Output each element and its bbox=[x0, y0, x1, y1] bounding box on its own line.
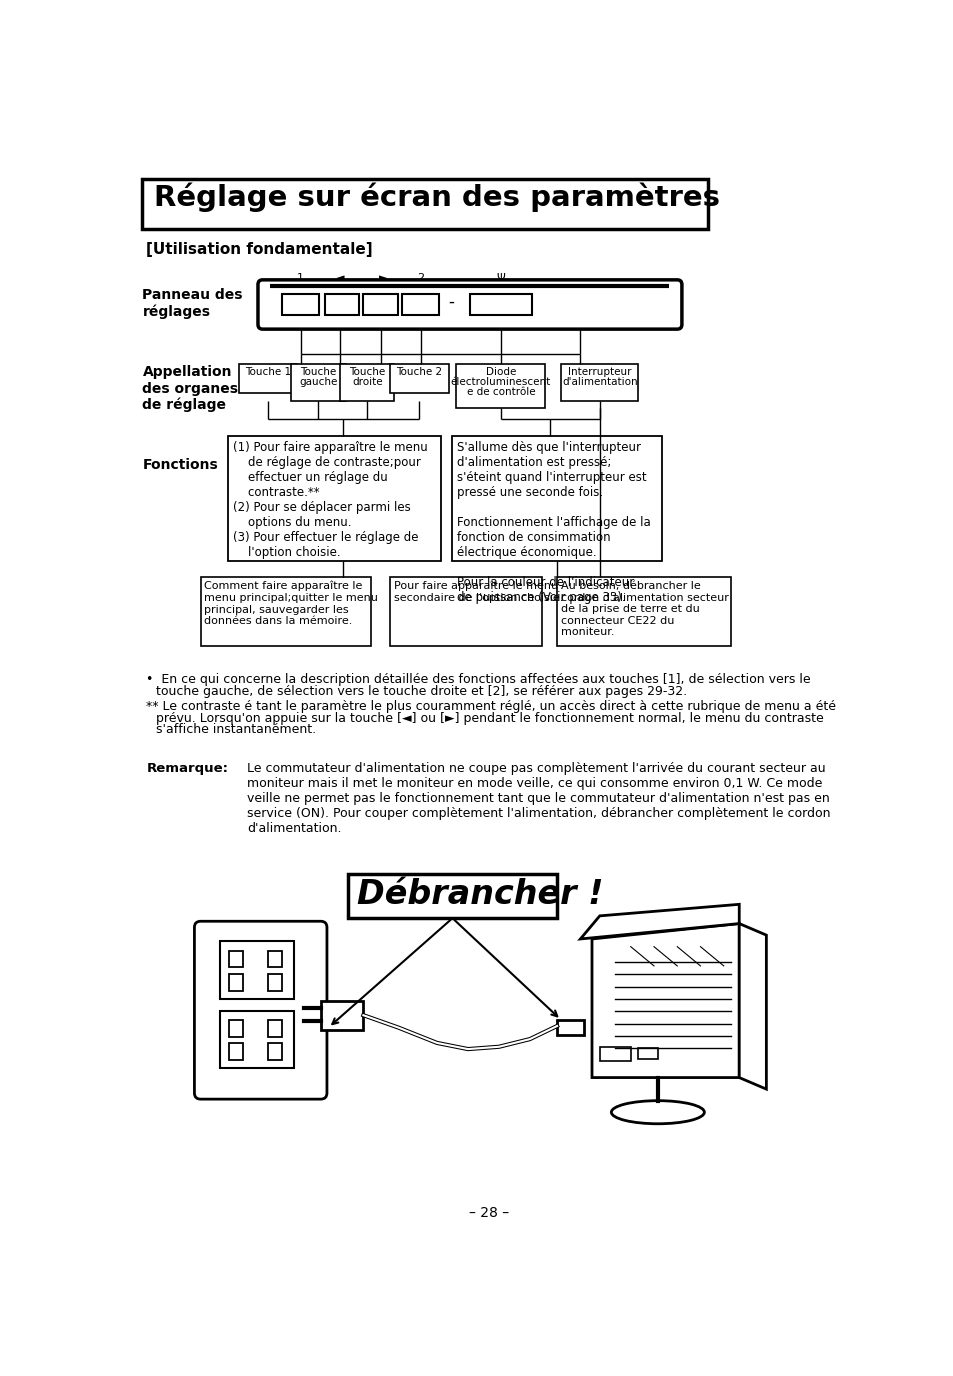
Bar bbox=[402, 293, 439, 315]
Bar bbox=[268, 974, 282, 991]
Text: Ψ: Ψ bbox=[496, 272, 504, 283]
Text: touche gauche, de sélection vers le touche droite et [2], se référer aux pages 2: touche gauche, de sélection vers le touc… bbox=[156, 685, 687, 698]
FancyBboxPatch shape bbox=[194, 922, 327, 1099]
Text: ◄: ◄ bbox=[335, 272, 344, 283]
Text: Réglage sur écran des paramètres: Réglage sur écran des paramètres bbox=[154, 182, 720, 212]
Bar bbox=[220, 941, 294, 999]
Ellipse shape bbox=[611, 1101, 703, 1124]
Polygon shape bbox=[592, 923, 739, 1077]
Bar bbox=[452, 436, 661, 561]
Bar bbox=[282, 293, 319, 315]
Bar bbox=[456, 363, 545, 409]
Text: Appellation
des organes
de réglage: Appellation des organes de réglage bbox=[142, 365, 238, 413]
Bar bbox=[229, 1043, 243, 1060]
Text: Diode: Diode bbox=[485, 367, 516, 377]
Bar bbox=[390, 363, 448, 394]
Bar bbox=[239, 363, 297, 394]
Text: S'allume dès que l'interrupteur
d'alimentation est pressé;
s'éteint quand l'inte: S'allume dès que l'interrupteur d'alimen… bbox=[456, 440, 650, 604]
Polygon shape bbox=[579, 904, 739, 938]
Bar bbox=[291, 363, 345, 400]
Text: ** Le contraste é tant le paramètre le plus couramment réglé, un accès direct à : ** Le contraste é tant le paramètre le p… bbox=[146, 700, 836, 713]
Bar bbox=[560, 363, 638, 400]
Bar bbox=[469, 293, 531, 315]
Bar bbox=[200, 577, 371, 647]
Text: Pour faire apparaître le menu
secondaire de l'option choisie.: Pour faire apparaître le menu secondaire… bbox=[394, 581, 563, 603]
Bar bbox=[363, 293, 397, 315]
Bar bbox=[320, 1000, 363, 1029]
Text: [Utilisation fondamentale]: [Utilisation fondamentale] bbox=[146, 242, 373, 257]
Text: Panneau des
réglages: Panneau des réglages bbox=[142, 289, 243, 319]
Bar bbox=[228, 436, 440, 561]
Bar bbox=[268, 1020, 282, 1036]
Bar bbox=[638, 1049, 658, 1060]
Text: – 28 –: – 28 – bbox=[468, 1207, 509, 1221]
Bar bbox=[229, 974, 243, 991]
Text: (1) Pour faire apparaître le menu
    de réglage de contraste;pour
    effectuer: (1) Pour faire apparaître le menu de rég… bbox=[233, 440, 428, 559]
Bar bbox=[268, 1043, 282, 1060]
Text: 2: 2 bbox=[416, 272, 424, 283]
Text: Touche: Touche bbox=[349, 367, 385, 377]
Bar bbox=[557, 1020, 583, 1035]
Text: prévu. Lorsqu'on appuie sur la touche [◄] ou [►] pendant le fonctionnement norma: prévu. Lorsqu'on appuie sur la touche [◄… bbox=[156, 711, 823, 725]
Bar bbox=[557, 577, 731, 647]
Text: Au besoin, débrancher le
cordon d'alimentation secteur
de la prise de terre et d: Au besoin, débrancher le cordon d'alimen… bbox=[560, 581, 728, 637]
Polygon shape bbox=[739, 923, 765, 1090]
Text: ►: ► bbox=[378, 272, 387, 283]
Text: d'alimentation: d'alimentation bbox=[561, 377, 637, 387]
Bar bbox=[142, 179, 707, 228]
Text: -: - bbox=[448, 293, 454, 311]
FancyBboxPatch shape bbox=[257, 279, 681, 329]
Text: Le commutateur d'alimentation ne coupe pas complètement l'arrivée du courant sec: Le commutateur d'alimentation ne coupe p… bbox=[247, 762, 830, 835]
Bar bbox=[268, 951, 282, 967]
Text: Comment faire apparaître le
menu principal;quitter le menu
principal, sauvegarde: Comment faire apparaître le menu princip… bbox=[204, 581, 378, 626]
Text: Débrancher !: Débrancher ! bbox=[356, 878, 603, 911]
Bar bbox=[220, 1010, 294, 1068]
Bar bbox=[390, 577, 541, 647]
Bar bbox=[324, 293, 359, 315]
Text: s'affiche instantanément.: s'affiche instantanément. bbox=[156, 724, 316, 736]
Bar bbox=[229, 1020, 243, 1036]
Bar bbox=[229, 951, 243, 967]
Text: droite: droite bbox=[352, 377, 382, 387]
Text: gauche: gauche bbox=[299, 377, 337, 387]
Bar bbox=[599, 1047, 630, 1061]
Text: électroluminescent: électroluminescent bbox=[451, 377, 551, 387]
Bar bbox=[340, 363, 394, 400]
Text: Touche 1: Touche 1 bbox=[245, 367, 292, 377]
Text: Interrupteur: Interrupteur bbox=[567, 367, 631, 377]
Text: 1: 1 bbox=[296, 272, 304, 283]
Text: Remarque:: Remarque: bbox=[146, 762, 228, 775]
Text: e de contrôle: e de contrôle bbox=[466, 387, 535, 396]
Text: •  En ce qui concerne la description détaillée des fonctions affectées aux touch: • En ce qui concerne la description déta… bbox=[146, 673, 810, 687]
Text: Fonctions: Fonctions bbox=[142, 458, 218, 472]
Text: Touche: Touche bbox=[300, 367, 336, 377]
Text: Touche 2: Touche 2 bbox=[396, 367, 442, 377]
Bar bbox=[348, 874, 557, 918]
